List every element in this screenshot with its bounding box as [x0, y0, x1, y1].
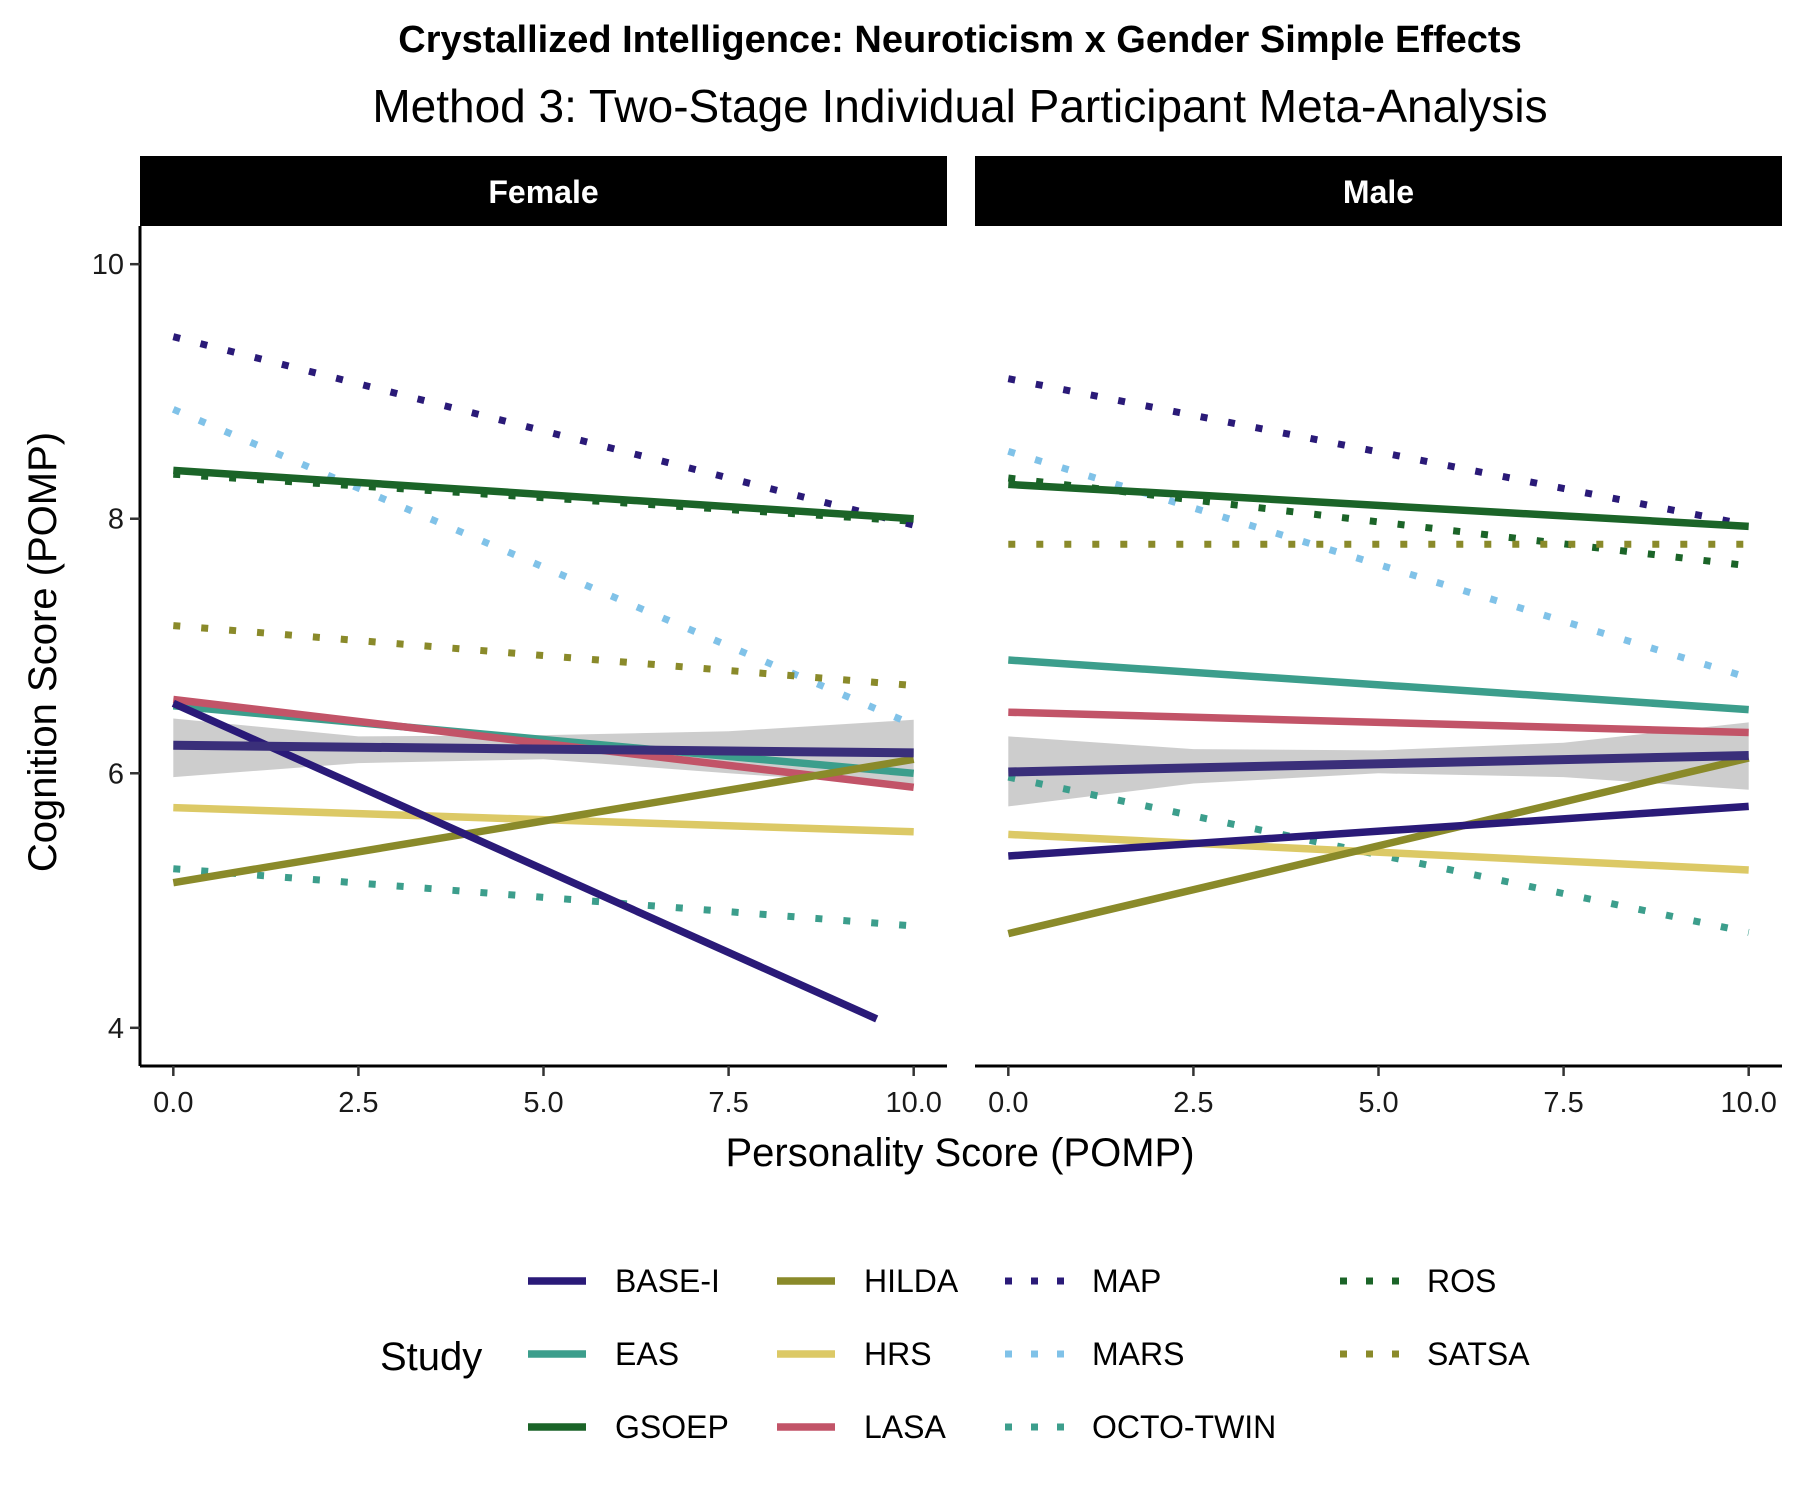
x-tick-label: 5.0 [523, 1087, 563, 1119]
legend-item-satsa: SATSA [1340, 1336, 1530, 1372]
series-line-base-i-female [171, 699, 879, 1023]
x-tick-label: 2.5 [338, 1087, 378, 1119]
legend-label-hrs: HRS [864, 1336, 932, 1372]
series-line-satsa-female [173, 622, 914, 689]
series-line-ros-male [1007, 474, 1750, 570]
series-line-lasa-male [1008, 708, 1749, 737]
strip-female [140, 156, 947, 226]
legend-label-map: MAP [1092, 1263, 1161, 1299]
x-tick-label: 10.0 [885, 1087, 941, 1119]
series-line-mars-female [171, 406, 916, 729]
panels-layer: Female 0.0 2.5 5.0 7.5 10.0 Male 0.0 2.5 5.0 7.5 10… [140, 156, 1782, 1119]
legend-title: Study [380, 1335, 482, 1379]
series-line-eas-male [1008, 656, 1749, 714]
legend-label-satsa: SATSA [1427, 1336, 1530, 1372]
legend-label-eas: EAS [615, 1336, 679, 1372]
y-tick-label: 6 [108, 758, 124, 790]
strip-label-female: Female [488, 174, 598, 210]
y-tick-label: 8 [108, 504, 124, 536]
series-line-mars-male [1007, 447, 1750, 682]
series-line-hilda-female [172, 755, 915, 887]
panel-male: Male 0.0 2.5 5.0 7.5 10.0 [975, 156, 1782, 1119]
legend-item-ros: ROS [1340, 1263, 1496, 1299]
y-axis: 4 6 8 10 [92, 226, 142, 1066]
legend-item-gsoep: GSOEP [528, 1409, 729, 1445]
series-line-octo-twin-female [173, 865, 914, 930]
overall-line-male [1008, 751, 1749, 777]
legend: Study BASE-I EAS GSOEP HILDA HRS LASA MAP MARS O… [380, 1263, 1530, 1445]
series-line-lasa-female [172, 695, 915, 792]
legend-item-eas: EAS [528, 1336, 679, 1372]
legend-label-gsoep: GSOEP [615, 1409, 729, 1445]
x-tick-label: 10.0 [1720, 1087, 1776, 1119]
legend-item-base-i: BASE-I [528, 1263, 720, 1299]
x-tick-label: 0.0 [153, 1087, 193, 1119]
series-line-hilda-male [1007, 754, 1750, 938]
legend-label-mars: MARS [1092, 1336, 1184, 1372]
legend-item-hilda: HILDA [777, 1263, 959, 1299]
legend-item-octo-twin: OCTO-TWIN [1005, 1409, 1276, 1445]
x-tick-label: 0.0 [988, 1087, 1028, 1119]
y-tick-label: 10 [92, 249, 124, 281]
strip-male [975, 156, 1782, 226]
legend-label-ros: ROS [1427, 1263, 1496, 1299]
series-line-base-i-male [1008, 802, 1749, 860]
legend-item-map: MAP [1005, 1263, 1161, 1299]
chart-title: Crystallized Intelligence: Neuroticism x… [398, 19, 1521, 61]
x-tick-label: 5.0 [1358, 1087, 1398, 1119]
legend-item-lasa: LASA [777, 1409, 946, 1445]
series-line-gsoep-female [173, 466, 914, 523]
strip-label-male: Male [1343, 174, 1414, 210]
legend-item-hrs: HRS [777, 1336, 932, 1372]
x-tick-label: 2.5 [1173, 1087, 1213, 1119]
chart-subtitle: Method 3: Two-Stage Individual Participa… [372, 80, 1547, 132]
legend-label-hilda: HILDA [864, 1263, 959, 1299]
legend-label-base-i: BASE-I [615, 1263, 720, 1299]
x-tick-label: 7.5 [1543, 1087, 1583, 1119]
series-line-hrs-male [1008, 830, 1749, 874]
legend-item-mars: MARS [1005, 1336, 1184, 1372]
panel-female: Female 0.0 2.5 5.0 7.5 10.0 [140, 156, 947, 1119]
overall-line-female [173, 740, 914, 758]
legend-label-lasa: LASA [864, 1409, 946, 1445]
y-tick-label: 4 [108, 1013, 124, 1045]
legend-label-octo-twin: OCTO-TWIN [1092, 1409, 1276, 1445]
x-axis-title: Personality Score (POMP) [725, 1131, 1194, 1175]
y-axis-title: Cognition Score (POMP) [21, 432, 65, 872]
x-tick-label: 7.5 [708, 1087, 748, 1119]
series-line-gsoep-male [1008, 480, 1749, 531]
